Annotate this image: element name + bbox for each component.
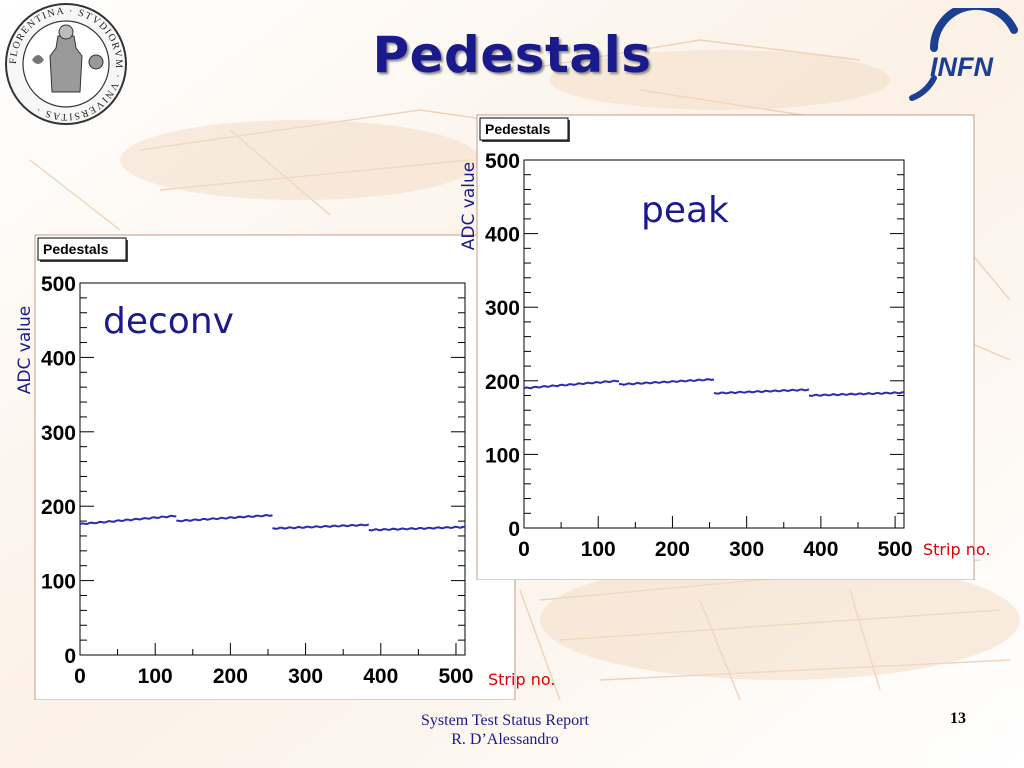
x-tick-label: 0 — [518, 538, 530, 561]
chart-title: Pedestals — [485, 121, 551, 137]
footer-author: R. D’Alessandro — [451, 731, 559, 748]
footer: System Test Status Report R. D’Alessandr… — [300, 711, 710, 749]
y-tick-label: 300 — [485, 297, 520, 320]
slide-title: Pedestals — [372, 26, 652, 84]
chart-title-frame — [479, 117, 569, 141]
infn-logo-text: INFN — [930, 52, 993, 82]
x-tick-label: 200 — [655, 538, 690, 561]
series-segment-0 — [79, 514, 177, 526]
y-tick-label: 200 — [485, 371, 520, 394]
series-segment-0 — [523, 379, 620, 390]
y-tick-label: 400 — [485, 224, 520, 247]
plot-area — [523, 159, 905, 529]
university-seal-logo: FLORENTINA · STVDIORVM · VNIVERSITAS · — [5, 3, 127, 125]
y-tick-label: 500 — [485, 150, 520, 173]
x-tick-label: 100 — [581, 538, 616, 561]
y-tick-label: 300 — [41, 422, 76, 445]
y-tick-label: 100 — [41, 571, 76, 594]
chart-deconv: Pedestals 0 100 200 300 400 500 0 100 200 300 400 50… — [15, 234, 555, 700]
series-segment-3 — [808, 391, 905, 398]
x-tick-label: 300 — [288, 665, 323, 688]
x-axis-label: Strip no. — [923, 540, 990, 559]
chart-peak: Pedestals 0 100 200 300 400 500 0 100 200 300 400 50… — [459, 114, 990, 580]
series-segment-3 — [368, 525, 466, 532]
x-axis-label: Strip no. — [488, 670, 555, 689]
chart-annotation: peak — [641, 190, 729, 231]
y-tick-label: 0 — [64, 645, 76, 668]
series-segment-1 — [176, 514, 273, 523]
y-axis-label: ADC value — [15, 306, 35, 394]
chart-title: Pedestals — [43, 241, 109, 257]
x-tick-label: 200 — [213, 665, 248, 688]
x-tick-label: 500 — [438, 665, 473, 688]
infn-logo — [909, 8, 1018, 101]
y-tick-label: 400 — [41, 347, 76, 370]
y-tick-label: 500 — [41, 273, 76, 296]
x-tick-label: 0 — [74, 665, 86, 688]
x-tick-label: 400 — [803, 538, 838, 561]
y-tick-label: 200 — [41, 496, 76, 519]
series-segment-2 — [713, 388, 810, 395]
y-axis-label: ADC value — [459, 162, 479, 250]
y-tick-label: 100 — [485, 444, 520, 467]
chart-annotation: deconv — [103, 301, 234, 342]
chart-title-box: Pedestals — [479, 117, 570, 142]
page-number: 13 — [950, 710, 966, 727]
plot-area — [79, 282, 466, 656]
series-segment-2 — [272, 523, 370, 530]
y-tick-label: 0 — [508, 518, 520, 541]
chart-title-box: Pedestals — [37, 237, 128, 262]
footer-report-title: System Test Status Report — [421, 712, 589, 729]
series-segment-1 — [618, 378, 715, 386]
x-tick-label: 300 — [729, 538, 764, 561]
chart-title-frame — [37, 237, 127, 261]
x-tick-label: 500 — [878, 538, 913, 561]
x-tick-label: 400 — [363, 665, 398, 688]
x-tick-label: 100 — [138, 665, 173, 688]
